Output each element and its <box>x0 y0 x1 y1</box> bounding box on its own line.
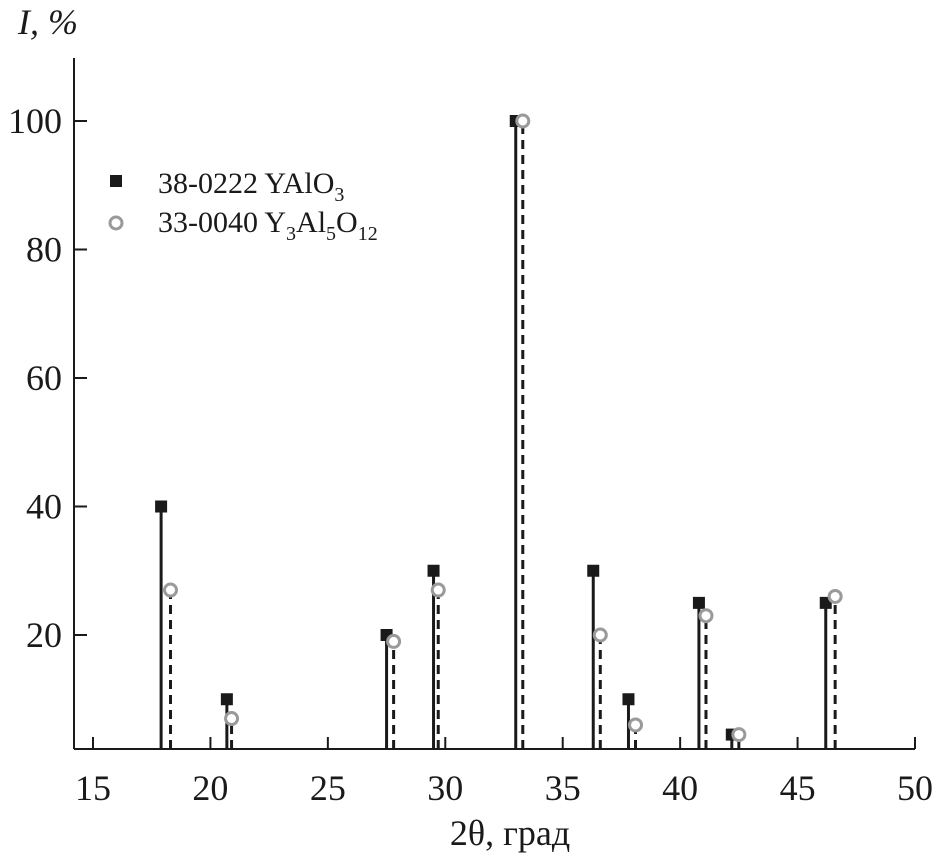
legend-marker-yalo3 <box>110 175 122 187</box>
y-axis-title: I, % <box>17 2 78 42</box>
series-layer <box>155 113 843 749</box>
x-ticks: 15 20 25 30 35 40 45 50 <box>75 737 933 808</box>
x-tick-label-25: 25 <box>310 768 346 808</box>
series-1-marker-8 <box>731 727 747 743</box>
x-tick-label-35: 35 <box>545 768 581 808</box>
series-1-marker-1 <box>224 711 240 727</box>
x-tick-label-45: 45 <box>780 768 816 808</box>
legend-label-yalo3: 38-0222 YAlO3 <box>158 167 344 206</box>
y-tick-label-20: 20 <box>26 615 62 655</box>
y-ticks: 20 40 60 80 100 <box>8 101 87 655</box>
series-1-marker-7 <box>698 608 714 624</box>
y-tick-label-40: 40 <box>26 487 62 527</box>
series-1-marker-9 <box>827 588 843 604</box>
series-0-marker-7 <box>692 596 705 609</box>
y-axis-title-italic: I <box>17 2 32 42</box>
legend: 38-0222 YAlO3 33-0040 Y3Al5O12 <box>108 167 378 245</box>
series-1-marker-2 <box>386 633 402 649</box>
series-0-marker-0 <box>155 500 168 513</box>
series-1-marker-5 <box>592 627 608 643</box>
series-0-marker-6 <box>622 693 635 706</box>
y-tick-label-60: 60 <box>26 358 62 398</box>
x-tick-label-20: 20 <box>192 768 228 808</box>
series-1-marker-3 <box>430 582 446 598</box>
x-tick-label-50: 50 <box>897 768 933 808</box>
x-tick-label-15: 15 <box>75 768 111 808</box>
series-1-marker-0 <box>163 582 179 598</box>
x-axis-title: 2θ, град <box>450 813 570 853</box>
x-tick-label-40: 40 <box>662 768 698 808</box>
series-1-marker-6 <box>628 717 644 733</box>
legend-label-yag: 33-0040 Y3Al5O12 <box>158 206 378 245</box>
x-tick-label-30: 30 <box>427 768 463 808</box>
series-0-marker-5 <box>587 564 600 577</box>
series-1-marker-4 <box>515 113 531 129</box>
y-tick-label-80: 80 <box>26 230 62 270</box>
y-axis-title-rest: , % <box>30 2 78 42</box>
series-0-marker-3 <box>427 564 440 577</box>
legend-marker-yag <box>108 215 124 231</box>
y-tick-label-100: 100 <box>8 101 62 141</box>
series-0-marker-1 <box>220 693 233 706</box>
